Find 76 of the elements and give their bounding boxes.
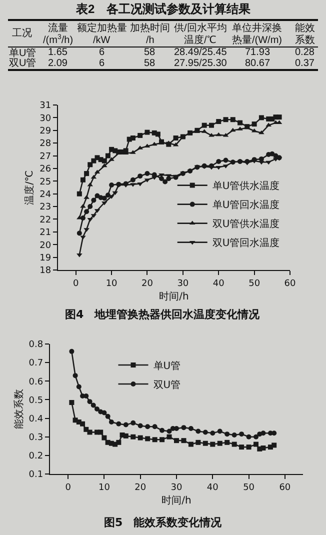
text: /(m$^{3}$/h) bbox=[43, 34, 74, 46]
text: 图5 能效系数变化情况 bbox=[104, 516, 223, 529]
y-tick-label: 24 bbox=[40, 190, 52, 200]
text: 58 bbox=[144, 58, 156, 69]
x-tick-label: 40 bbox=[206, 482, 219, 493]
x-tick-label: 10 bbox=[106, 278, 118, 289]
y-tick-label: 0.7 bbox=[28, 358, 44, 369]
category-label: 供/回水平均 bbox=[174, 22, 227, 34]
y-tick-label: 0.6 bbox=[28, 377, 44, 388]
x-tick-label: 30 bbox=[170, 482, 182, 493]
y-tick-label: 30 bbox=[40, 114, 52, 124]
y-tick-label: 0.5 bbox=[28, 396, 44, 406]
y-axis-title: 能效系数 bbox=[12, 389, 25, 429]
legend-label: 单U管 bbox=[153, 360, 181, 372]
legend-label: 单U管回水温度 bbox=[212, 199, 280, 212]
text: 0.37 bbox=[295, 58, 315, 69]
text: 80.67 bbox=[245, 58, 270, 69]
text: 热量/(W/m) bbox=[232, 35, 282, 46]
category-label: 工况 bbox=[12, 28, 32, 39]
y-tick-label: 28 bbox=[40, 139, 52, 150]
text: 28.49/25.45 bbox=[174, 47, 228, 58]
category-label: 加热时间 bbox=[130, 22, 170, 34]
x-tick-label: 60 bbox=[284, 278, 296, 289]
y-axis-title: 温度/℃ bbox=[24, 170, 36, 205]
y-tick-label: 0.4 bbox=[28, 414, 44, 424]
x-axis-title: 时间/h bbox=[159, 290, 189, 302]
text: 71.93 bbox=[245, 47, 270, 58]
text: 1.65 bbox=[48, 47, 68, 58]
x-tick-label: 0 bbox=[72, 278, 79, 289]
legend-label: 单U管供水温度 bbox=[212, 180, 280, 192]
y-tick-label: 0.2 bbox=[28, 452, 44, 462]
x-tick-label: 50 bbox=[243, 482, 255, 493]
category-label: 额定加热量 bbox=[77, 22, 127, 34]
x-tick-label: 50 bbox=[248, 278, 260, 289]
y-tick-label: 22 bbox=[40, 215, 52, 226]
category-label: 能效 bbox=[295, 22, 315, 34]
y-tick-label: 31 bbox=[40, 101, 52, 112]
text: 0.28 bbox=[295, 47, 315, 58]
text: 27.95/25.30 bbox=[174, 58, 228, 69]
y-tick-label: 29 bbox=[40, 126, 52, 137]
text: 单U管 bbox=[9, 47, 36, 59]
text: 58 bbox=[144, 47, 156, 58]
y-tick-label: 26 bbox=[40, 164, 52, 175]
text: 6 bbox=[99, 58, 105, 69]
text: 图4 地埋管换热器供回水温度变化情况 bbox=[65, 308, 261, 321]
category-label: 单位井深换 bbox=[232, 22, 282, 34]
y-tick-label: 20 bbox=[40, 240, 52, 251]
y-tick-label: 18 bbox=[40, 266, 52, 276]
legend-label: 双U管回水温度 bbox=[212, 237, 280, 250]
x-axis-title: 时间/h bbox=[162, 494, 192, 506]
x-tick-label: 10 bbox=[98, 482, 110, 493]
y-tick-label: 0.8 bbox=[28, 340, 44, 350]
y-tick-label: 19 bbox=[40, 253, 52, 264]
text: /kW bbox=[93, 35, 111, 46]
y-tick-label: 25 bbox=[40, 177, 52, 188]
text: 温度/℃ bbox=[184, 34, 216, 46]
text: 表2 各工况测试参数及计算结果 bbox=[75, 2, 252, 16]
category-label: 流量 bbox=[48, 22, 68, 34]
y-tick-label: 0.3 bbox=[28, 433, 44, 444]
y-tick-label: 23 bbox=[40, 202, 52, 213]
x-tick-label: 30 bbox=[177, 278, 189, 289]
x-tick-label: 0 bbox=[65, 482, 72, 493]
x-tick-label: 60 bbox=[279, 482, 291, 493]
legend-label: 双U管供水温度 bbox=[212, 218, 280, 230]
y-tick-label: 27 bbox=[40, 152, 52, 162]
text: /h bbox=[146, 35, 154, 46]
text: 6 bbox=[99, 47, 105, 58]
x-tick-label: 40 bbox=[212, 278, 225, 289]
text: 系数 bbox=[295, 34, 315, 46]
text: 双U管 bbox=[9, 58, 36, 69]
text: 2.09 bbox=[48, 58, 68, 69]
y-tick-label: 21 bbox=[40, 228, 52, 238]
legend-label: 双U管 bbox=[153, 380, 181, 391]
x-tick-label: 20 bbox=[142, 278, 154, 289]
x-tick-label: 20 bbox=[134, 482, 146, 493]
y-tick-label: 0.1 bbox=[28, 470, 44, 480]
